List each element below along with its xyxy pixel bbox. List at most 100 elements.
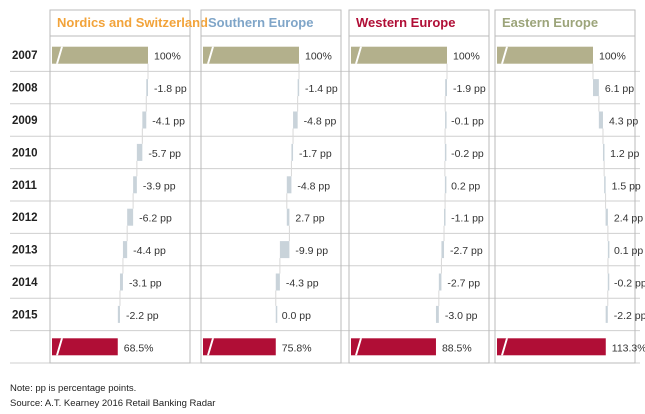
step-value-label: -2.2 pp xyxy=(614,310,645,322)
year-label: 2013 xyxy=(12,245,38,257)
waterfall-chart: 2007 2008 2009 2010 2011 2012 2013 2014 2015 Nord… xyxy=(10,9,645,364)
year-label: 2015 xyxy=(12,309,38,321)
panel-title: Eastern Europe xyxy=(502,15,598,30)
panel-title: Southern Europe xyxy=(208,15,313,30)
step-bar xyxy=(607,273,610,291)
year-label: 2009 xyxy=(12,115,38,127)
step-value-label: -4.3 pp xyxy=(286,278,319,290)
step-value-label: 6.1 pp xyxy=(605,83,634,95)
step-bar xyxy=(444,143,447,161)
step-value-label: -4.1 pp xyxy=(152,116,185,128)
axis-break-mark xyxy=(56,46,63,64)
step-bar xyxy=(275,273,280,291)
step-value-label: -2.7 pp xyxy=(447,278,480,290)
step-value-label: 1.2 pp xyxy=(610,148,639,160)
step-value-label: -9.9 pp xyxy=(295,245,328,257)
step-value-label: -0.2 pp xyxy=(451,148,484,160)
step-value-label: -0.2 pp xyxy=(614,278,645,290)
step-value-label: -5.7 pp xyxy=(148,148,181,160)
end-value-label: 68.5% xyxy=(124,342,154,354)
end-value-label: 75.8% xyxy=(282,342,312,354)
year-label: 2007 xyxy=(12,50,38,62)
step-value-label: -3.0 pp xyxy=(445,310,478,322)
step-bar xyxy=(297,79,300,97)
step-value-label: -1.8 pp xyxy=(154,83,187,95)
step-value-label: -0.1 pp xyxy=(451,116,484,128)
step-value-label: -4.8 pp xyxy=(304,116,337,128)
step-value-label: -2.2 pp xyxy=(126,310,159,322)
step-bar xyxy=(604,176,606,194)
end-value-label: 113.3% xyxy=(612,342,645,354)
start-value-label: 100% xyxy=(154,51,181,63)
step-value-label: -2.7 pp xyxy=(450,245,483,257)
step-bar xyxy=(293,111,298,129)
step-bar xyxy=(441,241,445,259)
step-bar xyxy=(122,241,128,259)
step-value-label: 0.1 pp xyxy=(614,245,643,257)
year-label: 2014 xyxy=(12,277,38,289)
step-value-label: -1.9 pp xyxy=(453,83,486,95)
step-value-label: 0.2 pp xyxy=(451,180,480,192)
step-bar xyxy=(435,305,439,323)
step-bar xyxy=(146,79,148,97)
panel-frame xyxy=(49,9,191,364)
step-bar xyxy=(438,273,442,291)
step-bar xyxy=(445,79,447,97)
step-bar xyxy=(598,111,603,129)
step-value-label: 0.0 pp xyxy=(282,310,311,322)
step-bar xyxy=(136,143,143,161)
axis-break-mark xyxy=(355,46,362,64)
step-value-label: 1.5 pp xyxy=(612,180,641,192)
step-value-label: 4.3 pp xyxy=(609,116,638,128)
footnote-source: Source: A.T. Kearney 2016 Retail Banking… xyxy=(10,398,216,409)
panel-title: Nordics and Switzerland xyxy=(57,15,208,30)
step-bar xyxy=(142,111,147,129)
step-bar xyxy=(275,305,278,323)
step-bar xyxy=(444,176,447,194)
step-value-label: -4.8 pp xyxy=(297,180,330,192)
start-value-label: 100% xyxy=(453,51,480,63)
start-value-label: 100% xyxy=(305,51,332,63)
start-value-label: 100% xyxy=(599,51,626,63)
step-bar xyxy=(279,241,290,259)
end-bar xyxy=(351,338,436,356)
axis-break-mark xyxy=(355,338,362,356)
step-value-label: -3.1 pp xyxy=(129,278,162,290)
end-bar xyxy=(203,338,276,356)
step-value-label: -3.9 pp xyxy=(143,180,176,192)
end-value-label: 88.5% xyxy=(442,342,472,354)
step-bar xyxy=(133,176,137,194)
step-value-label: -6.2 pp xyxy=(139,213,172,225)
year-label: 2012 xyxy=(12,212,38,224)
step-bar xyxy=(127,208,134,226)
axis-break-mark xyxy=(207,46,214,64)
step-bar xyxy=(117,305,120,323)
end-bar xyxy=(497,338,606,356)
panel-frame xyxy=(348,9,490,364)
axis-break-mark xyxy=(56,338,63,356)
step-value-label: -1.1 pp xyxy=(451,213,484,225)
step-bar xyxy=(605,305,608,323)
step-value-label: 2.4 pp xyxy=(614,213,643,225)
axis-break-mark xyxy=(207,338,214,356)
start-bar xyxy=(351,46,447,64)
step-bar xyxy=(602,143,605,161)
step-bar xyxy=(607,241,610,259)
footnote-note: Note: pp is percentage points. xyxy=(10,383,137,394)
step-bar xyxy=(445,111,447,129)
start-bar xyxy=(203,46,299,64)
start-bar xyxy=(497,46,593,64)
year-label: 2011 xyxy=(12,180,38,192)
step-bar xyxy=(286,208,290,226)
step-bar xyxy=(605,208,608,226)
year-label: 2010 xyxy=(12,147,38,159)
step-value-label: -4.4 pp xyxy=(133,245,166,257)
panel-title: Western Europe xyxy=(356,15,455,30)
year-label: 2008 xyxy=(12,83,38,95)
step-value-label: 2.7 pp xyxy=(295,213,324,225)
step-bar xyxy=(444,208,446,226)
axis-break-mark xyxy=(501,46,508,64)
step-bar xyxy=(593,79,599,97)
end-bar xyxy=(52,338,118,356)
step-bar xyxy=(286,176,292,194)
